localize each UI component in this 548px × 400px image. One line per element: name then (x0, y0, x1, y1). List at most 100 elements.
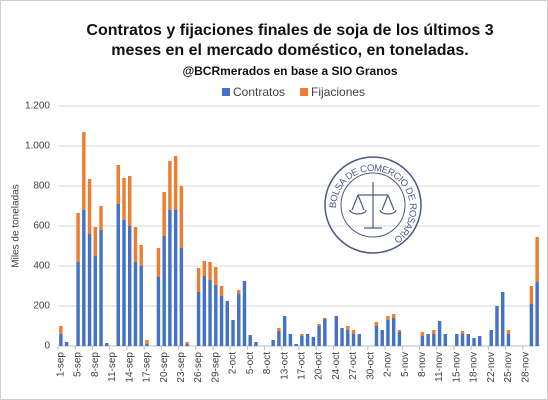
bar-segment (305, 334, 310, 346)
bar-segment (93, 256, 98, 346)
bar-segment (271, 340, 275, 346)
legend-label: Contratos (233, 85, 285, 99)
y-tick-label: 800 (33, 181, 50, 192)
bar-segment (64, 342, 69, 346)
bar-segment (231, 320, 235, 346)
x-tick-label: 5-oct (245, 352, 256, 374)
x-tick-label: 25-nov (503, 352, 514, 383)
x-tick-label: 15-nov (451, 352, 462, 383)
x-tick-label: 22-nov (486, 352, 497, 383)
bar-segment (529, 286, 534, 304)
bar-segment (93, 227, 98, 256)
bar-segment (237, 290, 241, 294)
bar-segment (214, 285, 218, 346)
bar-segment (288, 334, 293, 346)
bar-segment (242, 281, 247, 346)
x-tick-label: 11-sep (107, 352, 118, 382)
bar-segment (179, 248, 184, 346)
x-tick-label: 28-nov (520, 352, 531, 383)
bar-segment (99, 230, 103, 346)
bar-segment (323, 319, 327, 346)
bar-segment (432, 330, 436, 334)
y-tick-label: 1.200 (25, 101, 50, 112)
bar-segment (139, 266, 143, 346)
x-tick-label: 8-nov (417, 352, 428, 377)
bar-segment (162, 192, 166, 236)
bar-segment (133, 227, 138, 262)
x-tick-label: 5-nov (400, 352, 411, 377)
bar-segment (294, 344, 298, 346)
bar-segment (495, 306, 499, 346)
bar-segment (76, 262, 80, 346)
x-tick-label: 17-oct (297, 352, 308, 380)
bar-segment (145, 344, 149, 346)
bar-segment (432, 334, 436, 346)
bar-segment (87, 234, 92, 346)
bar-segment (506, 330, 511, 334)
y-tick-label: 1.000 (25, 141, 50, 152)
bar-segment (420, 336, 425, 346)
bar-segment (282, 316, 287, 346)
bar-segment (237, 294, 241, 346)
bar-segment (59, 326, 63, 334)
bar-segment (105, 343, 109, 346)
x-tick-label: 20-sep (159, 352, 170, 383)
bar-segment (133, 262, 138, 346)
seal-ring (324, 156, 422, 254)
x-tick-label: 26-sep (193, 352, 204, 383)
bar-segment (122, 220, 126, 346)
x-tick-label: 17-sep (142, 352, 153, 383)
bar-segment (248, 335, 252, 346)
x-tick-label: 23-sep (176, 352, 187, 383)
bar-segment (156, 248, 161, 277)
bar-segment (277, 328, 281, 331)
bar-segment (380, 330, 384, 346)
bar-segment (472, 338, 476, 346)
y-tick-label: 600 (33, 221, 50, 232)
x-tick-label: 2-oct (228, 352, 239, 374)
y-tick-label: 0 (44, 341, 50, 352)
bar-segment (185, 342, 189, 344)
bar-segment (351, 334, 356, 346)
x-tick-label: 18-nov (469, 352, 480, 383)
seal-ring (340, 172, 406, 238)
bar-segment (500, 292, 505, 346)
bar-segment (466, 334, 470, 346)
bar-segment (535, 237, 539, 282)
x-tick-label: 8-sep (90, 352, 101, 377)
bar-segment (208, 280, 212, 346)
x-tick-label: 27-oct (348, 352, 359, 380)
bar-segment (397, 330, 402, 332)
bar-segment (374, 322, 379, 326)
bar-segment (489, 330, 493, 346)
bar-segment (219, 286, 224, 296)
bar-segment (478, 336, 482, 346)
bar-segment (185, 344, 189, 346)
x-tick-label: 29-sep (210, 352, 221, 383)
bar-segment (437, 321, 442, 346)
bar-segment (506, 334, 511, 346)
bar-segment (357, 334, 361, 346)
bar-segment (340, 328, 344, 346)
bar-segment (76, 213, 80, 262)
bar-segment (225, 301, 229, 346)
bar-segment (214, 267, 218, 285)
x-tick-label: 8-oct (262, 352, 273, 374)
bar-segment (529, 304, 534, 346)
bar-segment (116, 204, 120, 346)
bar-segment (87, 179, 92, 234)
bar-segment (162, 236, 166, 346)
bar-segment (455, 334, 459, 346)
bar-segment (351, 330, 356, 334)
bar-segment (317, 324, 321, 326)
bar-segment (420, 332, 425, 336)
bar-segment (156, 277, 161, 346)
bar-segment (145, 340, 149, 344)
bar-segment (300, 334, 304, 336)
bar-segment (300, 336, 304, 346)
legend-swatch (222, 88, 230, 96)
x-tick-label: 20-oct (314, 352, 325, 380)
bar-segment (323, 318, 327, 319)
